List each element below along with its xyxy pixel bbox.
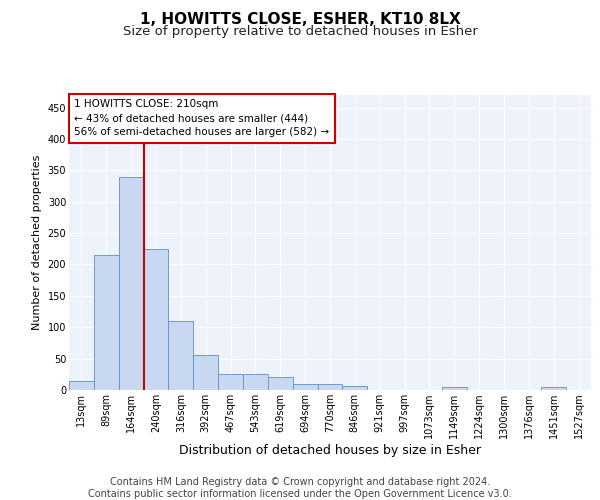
- X-axis label: Distribution of detached houses by size in Esher: Distribution of detached houses by size …: [179, 444, 481, 457]
- Text: Size of property relative to detached houses in Esher: Size of property relative to detached ho…: [122, 25, 478, 38]
- Y-axis label: Number of detached properties: Number of detached properties: [32, 155, 42, 330]
- Bar: [94, 255, 119, 390]
- Bar: [268, 378, 293, 390]
- Text: 1 HOWITTS CLOSE: 210sqm
← 43% of detached houses are smaller (444)
56% of semi-d: 1 HOWITTS CLOSE: 210sqm ← 43% of detache…: [74, 100, 329, 138]
- Bar: [541, 388, 566, 390]
- Bar: [218, 374, 243, 390]
- Bar: [119, 176, 143, 390]
- Text: Contains HM Land Registry data © Crown copyright and database right 2024.: Contains HM Land Registry data © Crown c…: [110, 477, 490, 487]
- Bar: [143, 249, 169, 390]
- Bar: [69, 380, 94, 390]
- Bar: [293, 384, 317, 390]
- Bar: [317, 384, 343, 390]
- Bar: [169, 321, 193, 390]
- Bar: [193, 356, 218, 390]
- Bar: [343, 386, 367, 390]
- Bar: [442, 388, 467, 390]
- Bar: [243, 374, 268, 390]
- Text: 1, HOWITTS CLOSE, ESHER, KT10 8LX: 1, HOWITTS CLOSE, ESHER, KT10 8LX: [140, 12, 460, 28]
- Text: Contains public sector information licensed under the Open Government Licence v3: Contains public sector information licen…: [88, 489, 512, 499]
